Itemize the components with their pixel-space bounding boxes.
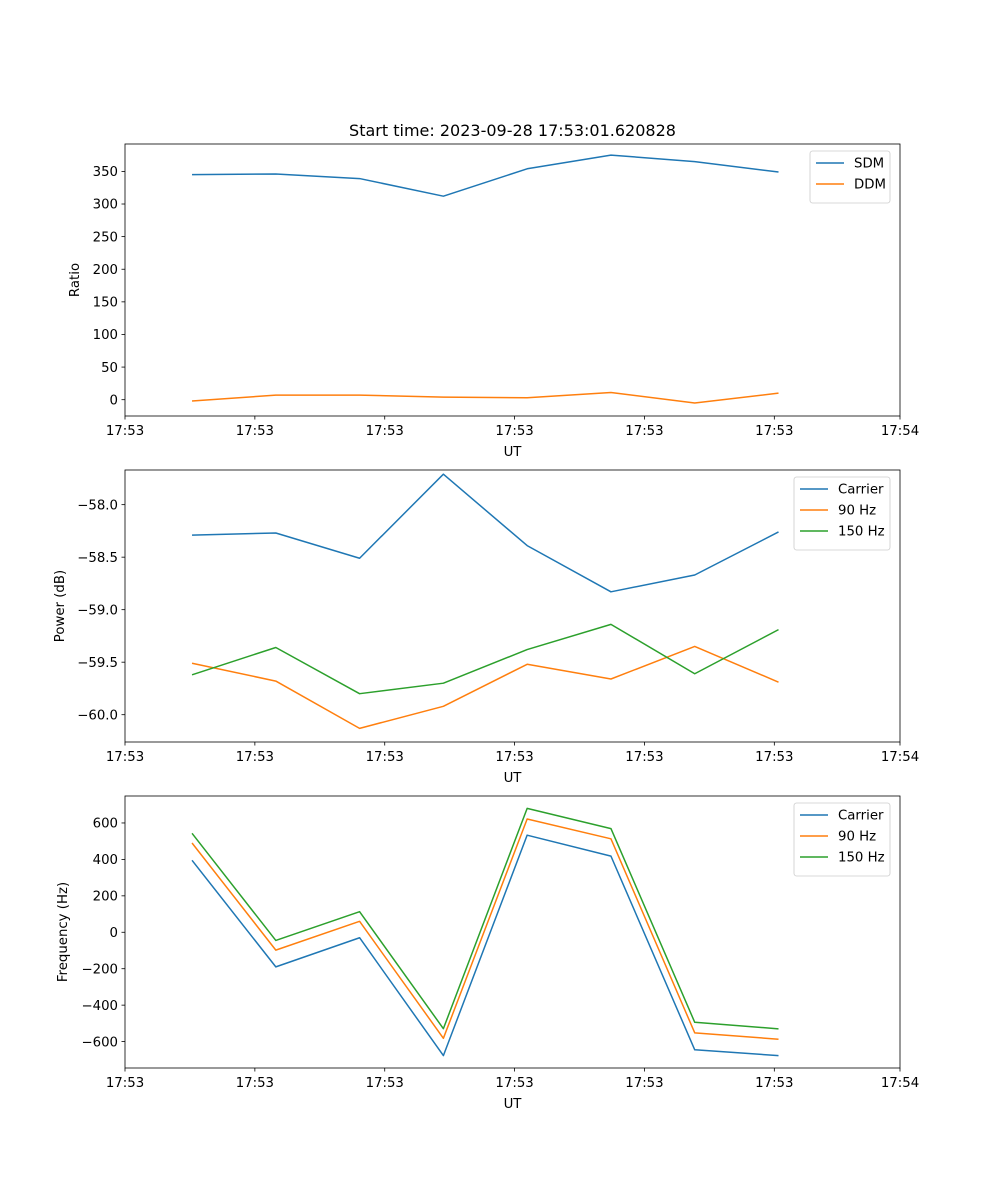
ratio-x-tick-label: 17:53 <box>495 424 533 439</box>
power-y-tick-label: −59.0 <box>77 603 118 618</box>
frequency-panel: 17:53 17:53 17:53 17:53 17:53 17:53 17:54 −600 −… <box>56 795 919 1112</box>
ratio-x-tick-label: 17:53 <box>755 424 793 439</box>
ratio-x-tick-label: 17:53 <box>236 424 274 439</box>
frequency-y-tick-label: 400 <box>93 853 118 868</box>
ratio-legend-label: SDM <box>854 157 884 172</box>
frequency-series-line-carrier <box>191 834 779 1057</box>
ratio-y-tick-label: 350 <box>93 165 118 180</box>
power-x-tick-label: 17:54 <box>881 750 919 765</box>
ratio-x-tick-label: 17:53 <box>106 424 144 439</box>
power-series-line-90-hz <box>191 645 779 730</box>
power-x-tick-label: 17:53 <box>755 750 793 765</box>
ratio-y-tick-label: 150 <box>93 296 118 311</box>
power-y-tick-label: −58.0 <box>77 498 118 513</box>
power-legend-label: 90 Hz <box>838 504 876 519</box>
frequency-x-tick-label: 17:54 <box>881 1076 919 1091</box>
power-legend-label: Carrier <box>838 483 884 498</box>
ratio-series-line-ddm <box>191 391 779 404</box>
frequency-series-line-150-hz <box>191 807 779 1030</box>
frequency-y-tick-label: −400 <box>81 999 118 1014</box>
power-panel: 17:53 17:53 17:53 17:53 17:53 17:53 17:54 −60.0… <box>53 469 919 786</box>
power-axes-frame <box>124 469 901 743</box>
power-legend: Carrier 90 Hz 150 Hz <box>793 476 891 551</box>
power-legend-label: 150 Hz <box>838 525 885 540</box>
power-x-tick-label: 17:53 <box>236 750 274 765</box>
ratio-y-tick-label: 200 <box>93 263 118 278</box>
power-series-line-150-hz <box>191 623 779 695</box>
power-x-tick-label: 17:53 <box>366 750 404 765</box>
power-plot-area: 17:53 17:53 17:53 17:53 17:53 17:53 17:54 −60.0… <box>77 469 919 765</box>
frequency-x-tick-label: 17:53 <box>106 1076 144 1091</box>
frequency-series-line-90-hz <box>191 818 779 1040</box>
frequency-y-tick-label: 0 <box>110 926 118 941</box>
power-x-tick-label: 17:53 <box>495 750 533 765</box>
ratio-panel: 17:53 17:53 17:53 17:53 17:53 17:53 17:54 0 50 10… <box>68 143 919 460</box>
power-y-tick-label: −60.0 <box>77 708 118 723</box>
frequency-y-tick-label: −200 <box>81 962 118 977</box>
frequency-x-tick-label: 17:53 <box>755 1076 793 1091</box>
ratio-y-tick-label: 250 <box>93 230 118 245</box>
ratio-axes-frame <box>124 143 901 417</box>
frequency-y-tick-label: 200 <box>93 890 118 905</box>
ratio-x-tick-label: 17:54 <box>881 424 919 439</box>
power-x-tick-label: 17:53 <box>625 750 663 765</box>
frequency-y-axis-label: Frequency (Hz) <box>56 882 71 982</box>
ratio-x-tick-label: 17:53 <box>625 424 663 439</box>
frequency-x-tick-label: 17:53 <box>495 1076 533 1091</box>
ratio-y-tick-label: 300 <box>93 198 118 213</box>
ratio-plot-area: 17:53 17:53 17:53 17:53 17:53 17:53 17:54 0 50 10… <box>93 143 919 439</box>
power-x-axis-label: UT <box>504 771 523 786</box>
frequency-x-tick-label: 17:53 <box>236 1076 274 1091</box>
ratio-series-line-sdm <box>192 154 779 197</box>
power-y-tick-label: −58.5 <box>77 551 118 566</box>
power-x-tick-label: 17:53 <box>106 750 144 765</box>
figure-title: Start time: 2023-09-28 17:53:01.620828 <box>349 121 676 140</box>
power-y-axis-label: Power (dB) <box>53 570 68 642</box>
power-y-tick-label: −59.5 <box>77 656 118 671</box>
frequency-x-tick-label: 17:53 <box>366 1076 404 1091</box>
frequency-legend-label: 150 Hz <box>838 851 885 866</box>
frequency-legend-label: Carrier <box>838 809 884 824</box>
ratio-legend-box <box>809 150 891 204</box>
frequency-y-tick-label: −600 <box>81 1035 118 1050</box>
frequency-legend-label: 90 Hz <box>838 830 876 845</box>
ratio-y-tick-label: 50 <box>101 361 118 376</box>
power-series-line-carrier <box>192 473 779 593</box>
frequency-x-tick-label: 17:53 <box>625 1076 663 1091</box>
frequency-x-axis-label: UT <box>504 1097 523 1112</box>
ratio-y-tick-label: 100 <box>93 328 118 343</box>
frequency-y-tick-label: 600 <box>93 817 118 832</box>
frequency-legend: Carrier 90 Hz 150 Hz <box>793 802 891 877</box>
ratio-y-axis-label: Ratio <box>68 263 83 297</box>
ratio-legend-label: DDM <box>854 178 886 193</box>
ratio-x-axis-label: UT <box>504 445 523 460</box>
ratio-y-tick-label: 0 <box>110 393 118 408</box>
frequency-plot-area: 17:53 17:53 17:53 17:53 17:53 17:53 17:54 −600 −… <box>81 795 919 1091</box>
ratio-x-tick-label: 17:53 <box>366 424 404 439</box>
ratio-legend: SDM DDM <box>809 150 891 204</box>
